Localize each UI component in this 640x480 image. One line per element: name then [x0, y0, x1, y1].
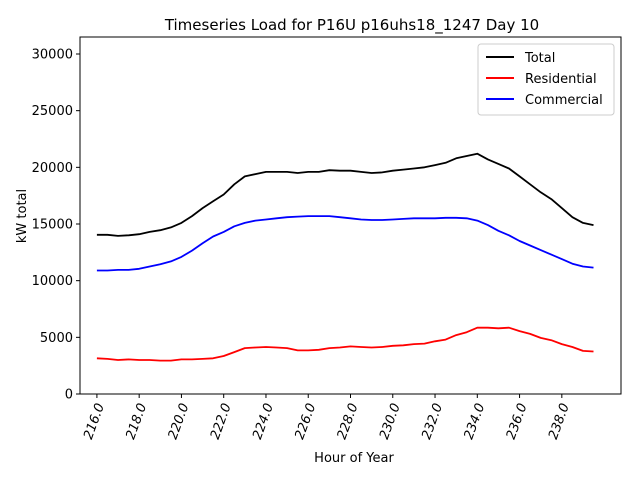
y-tick-label: 15000	[32, 218, 73, 233]
y-axis-label: kW total	[15, 189, 30, 243]
legend-box	[477, 43, 615, 116]
legend-label-total: Total	[524, 51, 555, 66]
y-tick-label: 20000	[32, 161, 73, 176]
y-tick-label: 30000	[32, 48, 73, 63]
y-tick-label: 0	[65, 388, 73, 403]
y-tick-label: 10000	[32, 274, 73, 289]
y-tick-label: 5000	[40, 331, 73, 346]
series-line-total	[96, 152, 594, 237]
y-tick-label: 25000	[32, 104, 73, 119]
series-line-commercial	[96, 215, 594, 272]
series-line-residential	[96, 326, 594, 362]
x-axis-label: Hour of Year	[314, 451, 394, 466]
chart-title: Timeseries Load for P16U p16uhs18_1247 D…	[164, 16, 539, 35]
legend-label-residential: Residential	[525, 72, 597, 87]
legend-label-commercial: Commercial	[525, 93, 603, 108]
legend: Total Residential Commercial	[477, 43, 615, 116]
